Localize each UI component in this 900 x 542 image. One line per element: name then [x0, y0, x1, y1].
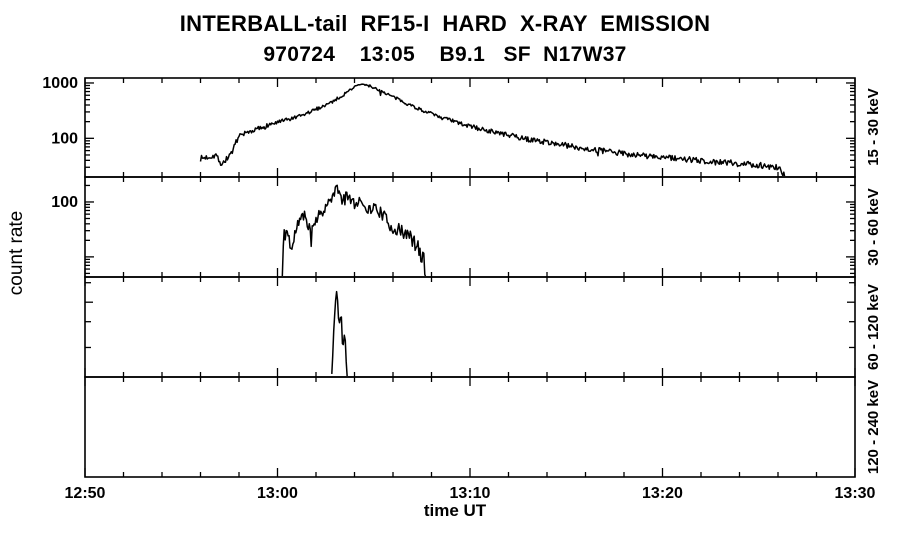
y-tick-label: 100 [51, 130, 78, 147]
panel-frame [84, 276, 856, 378]
x-tick-label: 13:20 [642, 485, 683, 502]
y-tick-label: 100 [51, 194, 78, 211]
data-curve-0 [199, 83, 786, 176]
panel-frame [84, 176, 856, 278]
x-tick-label: 13:00 [257, 485, 298, 502]
panel-frame [84, 376, 856, 478]
chart-title: INTERBALL-tail RF15-I HARD X-RAY EMISSIO… [179, 11, 711, 36]
data-curve-2 [331, 290, 348, 376]
x-tick-label: 12:50 [65, 485, 106, 502]
y-tick-label: 1000 [42, 75, 78, 92]
chart-subtitle: 970724 13:05 B9.1 SF N17W37 [263, 43, 627, 66]
panel-frame [84, 77, 856, 178]
x-axis-title: time UT [423, 501, 487, 520]
data-curve-1 [281, 184, 427, 276]
x-tick-label: 13:30 [835, 485, 876, 502]
x-tick-label: 13:10 [450, 485, 491, 502]
